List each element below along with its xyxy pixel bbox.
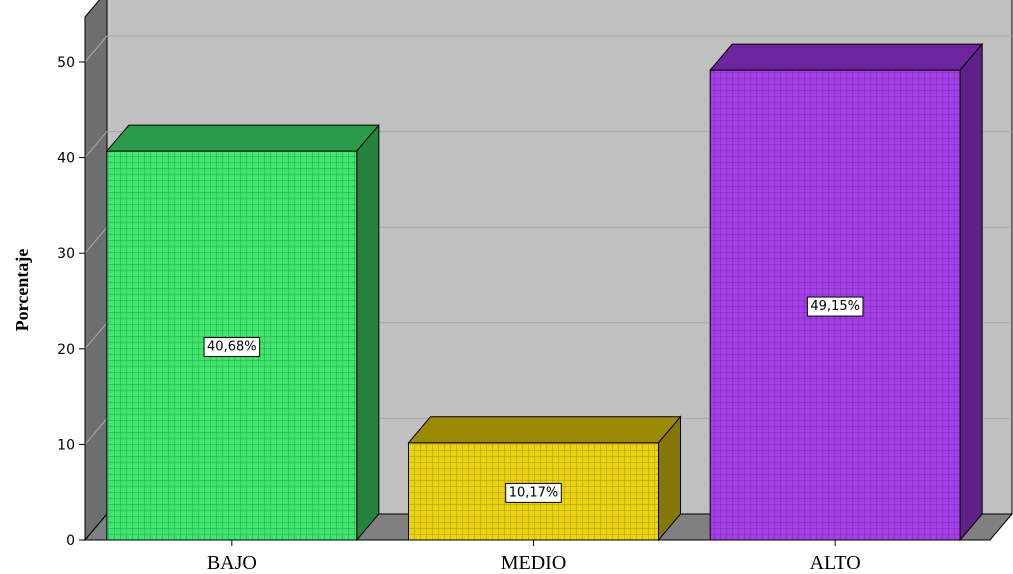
data-label-box [203,337,261,358]
x-axis-labels: BAJO MEDIO ALTO [85,539,990,574]
y-tick-label: 0 [66,533,75,549]
y-tick-label: 40 [57,151,75,167]
gridline-side [84,226,108,254]
bar-medio: 10,17% [407,415,682,542]
bar-top [105,124,380,152]
y-tick-label: 10 [57,437,75,453]
data-label-box [505,482,562,503]
gridline-side [84,322,108,350]
y-tick-label: 50 [57,55,75,71]
data-label-box [806,296,864,317]
bar-top [407,416,682,444]
y-tick-label: 30 [57,246,75,262]
gridline-side [84,418,108,445]
data-label: 40,68% [207,340,257,355]
x-tick-label: BAJO [207,552,257,574]
x-tick-label: ALTO [810,552,861,574]
y-tick-label: 20 [57,342,75,358]
bars: 40,68% 10,17% 49,15% [105,42,984,542]
bar-side [658,415,681,542]
bar-side [959,42,983,542]
bar-top [709,43,984,71]
bar-bajo: 40,68% [105,123,380,542]
y-axis-title: Porcentaje [12,249,32,332]
bar-side [356,123,380,542]
x-tick-label: MEDIO [501,552,567,574]
y-axis: 0 10 20 30 40 50 [57,17,86,549]
bar-alto: 49,15% [709,42,984,542]
left-wall [84,0,108,542]
gridline-side [84,131,108,158]
gridline-side [84,35,108,63]
data-label: 49,15% [810,299,860,314]
data-label: 10,17% [509,485,559,500]
